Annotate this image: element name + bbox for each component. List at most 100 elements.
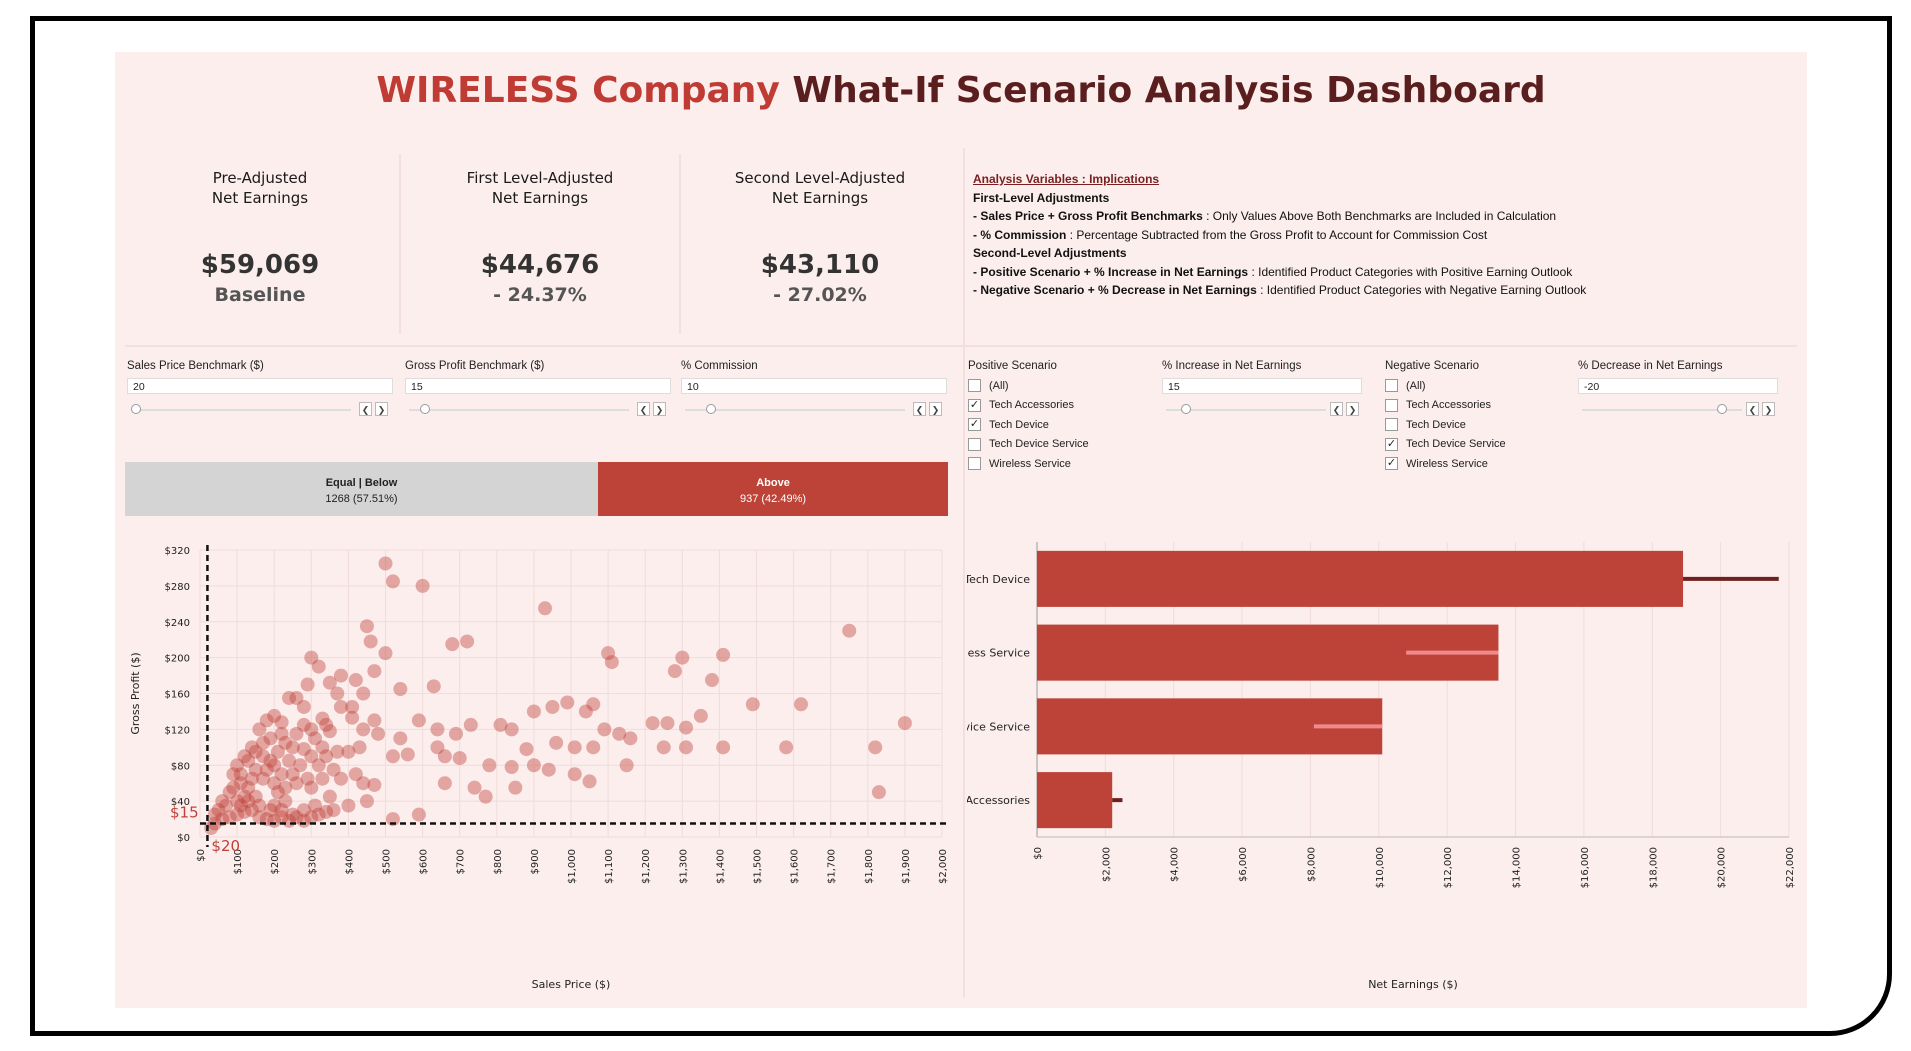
data-point — [348, 767, 363, 782]
negative-option[interactable]: ✓ Wireless Service — [1385, 454, 1506, 474]
data-point — [426, 679, 441, 694]
decrease-input[interactable]: -20 — [1578, 378, 1778, 394]
x-tick-label: $2,000 — [1101, 847, 1112, 882]
data-point — [356, 776, 371, 791]
increase-input[interactable]: 15 — [1162, 378, 1362, 394]
chevron-left-icon[interactable]: ❮ — [913, 402, 926, 416]
option-label: (All) — [989, 379, 1009, 392]
data-point — [230, 794, 245, 809]
x-tick-label: $8,000 — [1306, 847, 1317, 882]
data-point — [675, 650, 690, 665]
sales-price-input[interactable]: 20 — [127, 378, 393, 394]
positive-option[interactable]: (All) — [968, 376, 1089, 396]
decrease-slider[interactable]: ❮ ❯ — [1578, 402, 1778, 418]
chevron-left-icon[interactable]: ❮ — [1330, 402, 1343, 416]
gross-profit-input[interactable]: 15 — [405, 378, 671, 394]
kpi-first-level: First Level-Adjusted Net Earnings $44,676… — [405, 148, 675, 343]
negative-option[interactable]: ✓ Tech Device Service — [1385, 435, 1506, 455]
x-tick-label: $0 — [1033, 847, 1044, 860]
increase-slider[interactable]: ❮ ❯ — [1162, 402, 1362, 418]
slicer-increase: % Increase in Net Earnings 15 ❮ ❯ — [1162, 360, 1362, 418]
data-point — [304, 650, 319, 665]
positive-option[interactable]: ✓ Tech Accessories — [968, 396, 1089, 416]
data-point — [278, 780, 293, 795]
data-point — [237, 749, 252, 764]
data-point — [248, 789, 263, 804]
slicer-label: % Increase in Net Earnings — [1162, 360, 1302, 372]
data-point — [241, 753, 256, 768]
checkbox[interactable] — [968, 379, 981, 393]
kpi-second-level: Second Level-Adjusted Net Earnings $43,11… — [685, 148, 955, 343]
checkbox[interactable] — [968, 457, 981, 471]
checkbox[interactable] — [1385, 418, 1398, 432]
split-above-segment[interactable]: Above 937 (42.49%) — [598, 462, 948, 516]
checkbox[interactable]: ✓ — [968, 398, 981, 412]
slider-handle[interactable] — [1181, 404, 1191, 414]
slider-handle[interactable] — [706, 404, 716, 414]
data-point — [304, 749, 319, 764]
data-point — [259, 762, 274, 777]
x-tick-label: $300 — [307, 849, 318, 874]
positive-option[interactable]: Wireless Service — [968, 454, 1089, 474]
data-point — [716, 647, 731, 662]
data-point — [308, 731, 323, 746]
x-tick-label: $1,500 — [753, 849, 764, 884]
bar — [1037, 550, 1684, 607]
x-tick-label: $1,000 — [567, 849, 578, 884]
data-point — [385, 749, 400, 764]
slider-track — [1582, 409, 1742, 411]
chevron-right-icon[interactable]: ❯ — [929, 402, 942, 416]
checkbox[interactable]: ✓ — [1385, 437, 1398, 451]
chevron-right-icon[interactable]: ❯ — [653, 402, 666, 416]
data-point — [330, 744, 345, 759]
x-tick-label: $700 — [456, 849, 467, 874]
split-below-segment[interactable]: Equal | Below 1268 (57.51%) — [125, 462, 598, 516]
option-label: Wireless Service — [1406, 457, 1488, 470]
data-point — [252, 798, 267, 813]
x-tick-label: $1,600 — [790, 849, 801, 884]
data-point — [504, 760, 519, 775]
data-point — [704, 673, 719, 688]
chevron-right-icon[interactable]: ❯ — [1762, 402, 1775, 416]
slider-handle[interactable] — [1717, 404, 1727, 414]
sales-price-slider[interactable]: ❮ ❯ — [127, 402, 393, 418]
kpi-sub: - 24.37% — [493, 284, 587, 306]
commission-input[interactable]: 10 — [681, 378, 947, 394]
negative-option[interactable]: Tech Device — [1385, 415, 1506, 435]
checkbox[interactable]: ✓ — [968, 418, 981, 432]
positive-option[interactable]: Tech Device Service — [968, 435, 1089, 455]
data-point — [304, 722, 319, 737]
positive-option[interactable]: ✓ Tech Device — [968, 415, 1089, 435]
data-point — [252, 810, 267, 825]
data-point — [367, 777, 382, 792]
checkbox[interactable]: ✓ — [1385, 457, 1398, 471]
x-tick-label: $14,000 — [1512, 847, 1523, 888]
chevron-right-icon[interactable]: ❯ — [1346, 402, 1359, 416]
data-point — [333, 699, 348, 714]
checkbox[interactable] — [1385, 398, 1398, 412]
commission-slider[interactable]: ❮ ❯ — [681, 402, 947, 418]
x-tick-label: $1,700 — [827, 849, 838, 884]
data-point — [341, 744, 356, 759]
chevron-left-icon[interactable]: ❮ — [1746, 402, 1759, 416]
checkbox[interactable] — [968, 437, 981, 451]
x-tick-label: $1,300 — [678, 849, 689, 884]
chevron-left-icon[interactable]: ❮ — [637, 402, 650, 416]
benchmark-y-label: $15 — [170, 804, 199, 822]
data-point — [289, 690, 304, 705]
checkbox[interactable] — [1385, 379, 1398, 393]
negative-option[interactable]: Tech Accessories — [1385, 396, 1506, 416]
gross-profit-slider[interactable]: ❮ ❯ — [405, 402, 671, 418]
data-point — [267, 798, 282, 813]
slider-handle[interactable] — [131, 404, 141, 414]
chevron-left-icon[interactable]: ❮ — [359, 402, 372, 416]
data-point — [267, 708, 282, 723]
y-axis-title: Gross Profit ($) — [129, 652, 142, 734]
kpi-divider — [399, 154, 401, 334]
data-point — [452, 751, 467, 766]
data-point — [315, 771, 330, 786]
negative-option[interactable]: (All) — [1385, 376, 1506, 396]
slider-handle[interactable] — [419, 404, 430, 414]
x-tick-label: $400 — [344, 849, 355, 874]
chevron-right-icon[interactable]: ❯ — [375, 402, 388, 416]
